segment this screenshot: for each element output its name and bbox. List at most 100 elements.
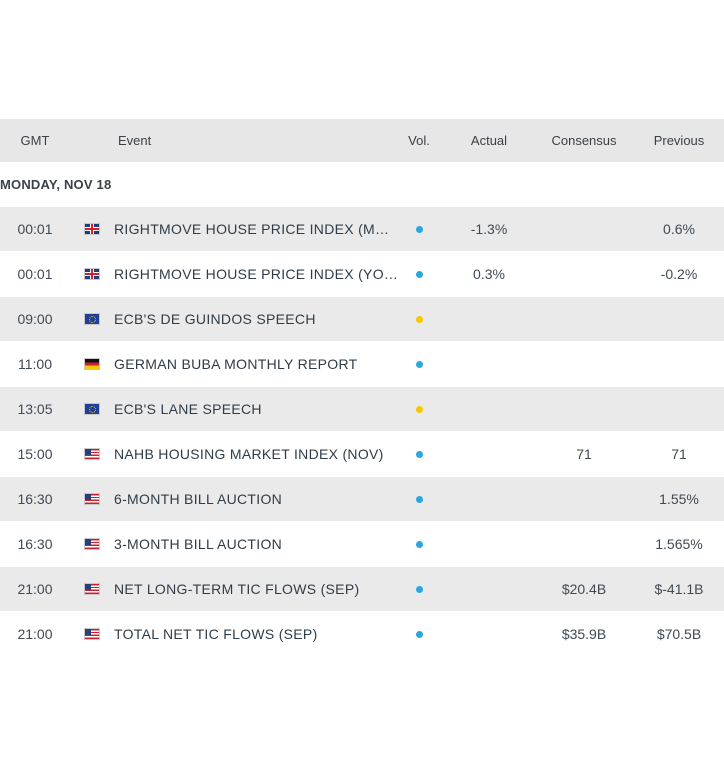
event-previous: $-41.1B	[654, 581, 704, 597]
event-previous: $70.5B	[656, 626, 702, 642]
volatility-cell	[400, 477, 438, 521]
event-previous	[636, 387, 722, 431]
event-actual: -1.3%	[470, 221, 508, 237]
volatility-dot-icon	[415, 225, 423, 233]
event-time: 15:00	[17, 446, 53, 462]
event-row[interactable]: 21:00 TOTAL NET TIC FLOWS (SEP) $35.9B $70.…	[0, 612, 724, 657]
event-time: 11:00	[18, 356, 52, 372]
event-consensus: 71	[576, 446, 592, 462]
event-name[interactable]: ECB'S LANE SPEECH	[114, 401, 262, 417]
volatility-dot-icon	[415, 405, 423, 413]
event-previous: 0.6%	[663, 221, 695, 237]
event-name-cell[interactable]: RIGHTMOVE HOUSE PRICE INDEX (MOM) (...	[114, 207, 399, 251]
economic-calendar: GMT Event Vol. Actual Consensus Previous…	[0, 119, 724, 657]
event-consensus	[540, 252, 628, 296]
event-previous: 1.565%	[655, 536, 703, 552]
event-name[interactable]: RIGHTMOVE HOUSE PRICE INDEX (MOM) (...	[114, 221, 399, 237]
event-name[interactable]: NAHB HOUSING MARKET INDEX (NOV)	[114, 446, 384, 462]
event-name[interactable]: TOTAL NET TIC FLOWS (SEP)	[114, 626, 318, 642]
event-list: 00:01 RIGHTMOVE HOUSE PRICE INDEX (MOM) (…	[0, 207, 724, 657]
event-actual	[450, 342, 528, 386]
event-actual	[450, 477, 528, 521]
uk-flag-icon	[84, 223, 100, 235]
event-row[interactable]: 13:05 ECB'S LANE SPEECH	[0, 387, 724, 432]
event-name[interactable]: 6-MONTH BILL AUCTION	[114, 491, 283, 507]
event-name-cell[interactable]: 6-MONTH BILL AUCTION	[114, 477, 399, 521]
germany-flag-icon	[84, 358, 100, 370]
volatility-dot-icon	[415, 495, 423, 503]
event-name-cell[interactable]: RIGHTMOVE HOUSE PRICE INDEX (YOY) (...	[114, 252, 399, 296]
event-consensus	[540, 342, 628, 386]
event-name[interactable]: RIGHTMOVE HOUSE PRICE INDEX (YOY) (...	[114, 266, 399, 282]
volatility-cell	[400, 432, 438, 476]
volatility-dot-icon	[415, 630, 423, 638]
event-actual	[450, 387, 528, 431]
event-actual	[450, 522, 528, 566]
event-time: 13:05	[17, 401, 53, 417]
event-actual	[450, 612, 528, 656]
event-row[interactable]: 00:01 RIGHTMOVE HOUSE PRICE INDEX (YOY) (…	[0, 252, 724, 297]
event-previous	[636, 297, 722, 341]
event-name-cell[interactable]: NET LONG-TERM TIC FLOWS (SEP)	[114, 567, 399, 611]
header-consensus[interactable]: Consensus	[551, 133, 617, 148]
eu-flag-icon	[84, 403, 100, 415]
event-name-cell[interactable]: ECB'S LANE SPEECH	[114, 387, 399, 431]
header-previous[interactable]: Previous	[653, 133, 705, 148]
event-row[interactable]: 16:30 6-MONTH BILL AUCTION 1.55%	[0, 477, 724, 522]
us-flag-icon	[84, 583, 100, 595]
event-flag-cell	[84, 522, 100, 566]
event-time: 00:01	[17, 221, 53, 237]
event-consensus	[540, 477, 628, 521]
date-label: MONDAY, NOV 18	[0, 177, 112, 192]
volatility-dot-icon	[415, 540, 423, 548]
event-consensus	[540, 297, 628, 341]
event-previous: 71	[671, 446, 687, 462]
event-row[interactable]: 00:01 RIGHTMOVE HOUSE PRICE INDEX (MOM) (…	[0, 207, 724, 252]
event-name-cell[interactable]: GERMAN BUBA MONTHLY REPORT	[114, 342, 399, 386]
event-name[interactable]: 3-MONTH BILL AUCTION	[114, 536, 283, 552]
uk-flag-icon	[84, 268, 100, 280]
volatility-dot-icon	[415, 270, 423, 278]
event-consensus	[540, 387, 628, 431]
event-name-cell[interactable]: ECB'S DE GUINDOS SPEECH	[114, 297, 399, 341]
event-row[interactable]: 11:00 GERMAN BUBA MONTHLY REPORT	[0, 342, 724, 387]
header-event[interactable]: Event	[118, 133, 152, 148]
volatility-dot-icon	[415, 585, 423, 593]
event-row[interactable]: 09:00 ECB'S DE GUINDOS SPEECH	[0, 297, 724, 342]
event-name-cell[interactable]: NAHB HOUSING MARKET INDEX (NOV)	[114, 432, 399, 476]
event-actual: 0.3%	[473, 266, 505, 282]
event-row[interactable]: 16:30 3-MONTH BILL AUCTION 1.565%	[0, 522, 724, 567]
event-name-cell[interactable]: TOTAL NET TIC FLOWS (SEP)	[114, 612, 399, 656]
event-flag-cell	[84, 342, 100, 386]
event-consensus: $35.9B	[561, 626, 607, 642]
event-flag-cell	[84, 207, 100, 251]
event-name[interactable]: NET LONG-TERM TIC FLOWS (SEP)	[114, 581, 360, 597]
header-vol[interactable]: Vol.	[408, 133, 430, 148]
event-row[interactable]: 21:00 NET LONG-TERM TIC FLOWS (SEP) $20.4B…	[0, 567, 724, 612]
date-group-row: MONDAY, NOV 18	[0, 162, 724, 207]
volatility-dot-icon	[415, 450, 423, 458]
event-flag-cell	[84, 477, 100, 521]
event-actual	[450, 567, 528, 611]
calendar-header: GMT Event Vol. Actual Consensus Previous	[0, 119, 724, 162]
event-consensus	[540, 207, 628, 251]
event-time: 16:30	[17, 536, 53, 552]
us-flag-icon	[84, 448, 100, 460]
event-time: 21:00	[17, 626, 53, 642]
event-actual	[450, 432, 528, 476]
event-name-cell[interactable]: 3-MONTH BILL AUCTION	[114, 522, 399, 566]
volatility-cell	[400, 522, 438, 566]
event-name[interactable]: GERMAN BUBA MONTHLY REPORT	[114, 356, 358, 372]
header-actual[interactable]: Actual	[470, 133, 508, 148]
event-consensus	[540, 522, 628, 566]
event-flag-cell	[84, 567, 100, 611]
us-flag-icon	[84, 628, 100, 640]
event-name[interactable]: ECB'S DE GUINDOS SPEECH	[114, 311, 316, 327]
volatility-cell	[400, 612, 438, 656]
event-previous	[636, 342, 722, 386]
eu-flag-icon	[84, 313, 100, 325]
event-flag-cell	[84, 252, 100, 296]
event-row[interactable]: 15:00 NAHB HOUSING MARKET INDEX (NOV) 71 71	[0, 432, 724, 477]
header-gmt[interactable]: GMT	[20, 133, 50, 148]
volatility-cell	[400, 252, 438, 296]
